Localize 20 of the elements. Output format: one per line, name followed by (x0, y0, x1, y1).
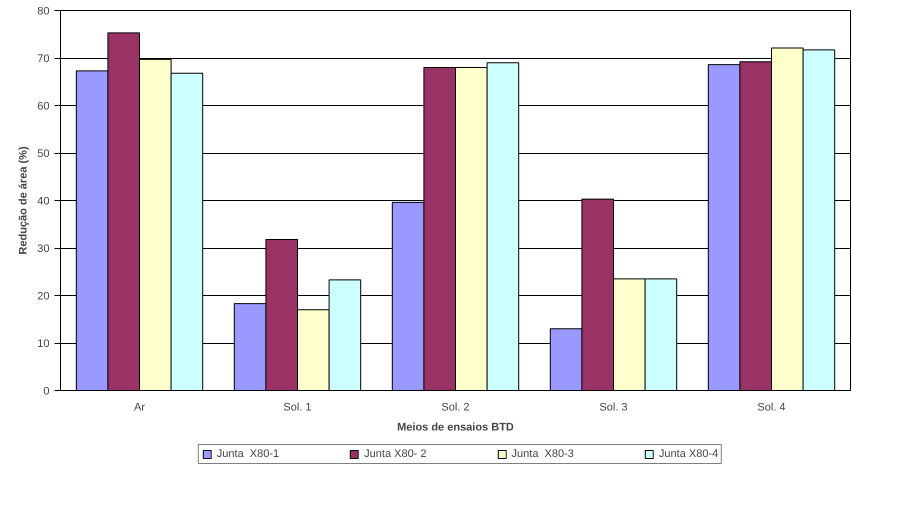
y-tick-label: 10 (37, 338, 50, 350)
y-tick-label: 40 (37, 196, 50, 208)
legend-label: Junta X80-1 (216, 448, 280, 460)
legend-label: Junta X80-3 (512, 448, 574, 460)
y-axis-title: Redução de área (%) (17, 146, 30, 255)
y-tick-label: 50 (37, 148, 50, 160)
x-tick-label: Sol. 1 (283, 402, 312, 414)
y-tick-label: 30 (37, 243, 50, 255)
x-tick-label: Sol. 2 (441, 402, 470, 414)
y-tick-label: 20 (37, 290, 50, 302)
x-axis-title: Meios de ensaios BTD (397, 422, 514, 434)
y-tick-label: 70 (37, 53, 50, 65)
y-tick-label: 80 (37, 6, 50, 18)
x-tick-label: Sol. 3 (599, 402, 628, 414)
legend-label: Junta X80-4 (658, 448, 718, 460)
x-tick-label: Ar (134, 402, 146, 414)
legend-label: Junta X80- 2 (364, 448, 427, 460)
y-tick-label: 60 (37, 100, 50, 112)
x-tick-label: Sol. 4 (757, 402, 786, 414)
y-tick-label: 0 (43, 386, 50, 398)
